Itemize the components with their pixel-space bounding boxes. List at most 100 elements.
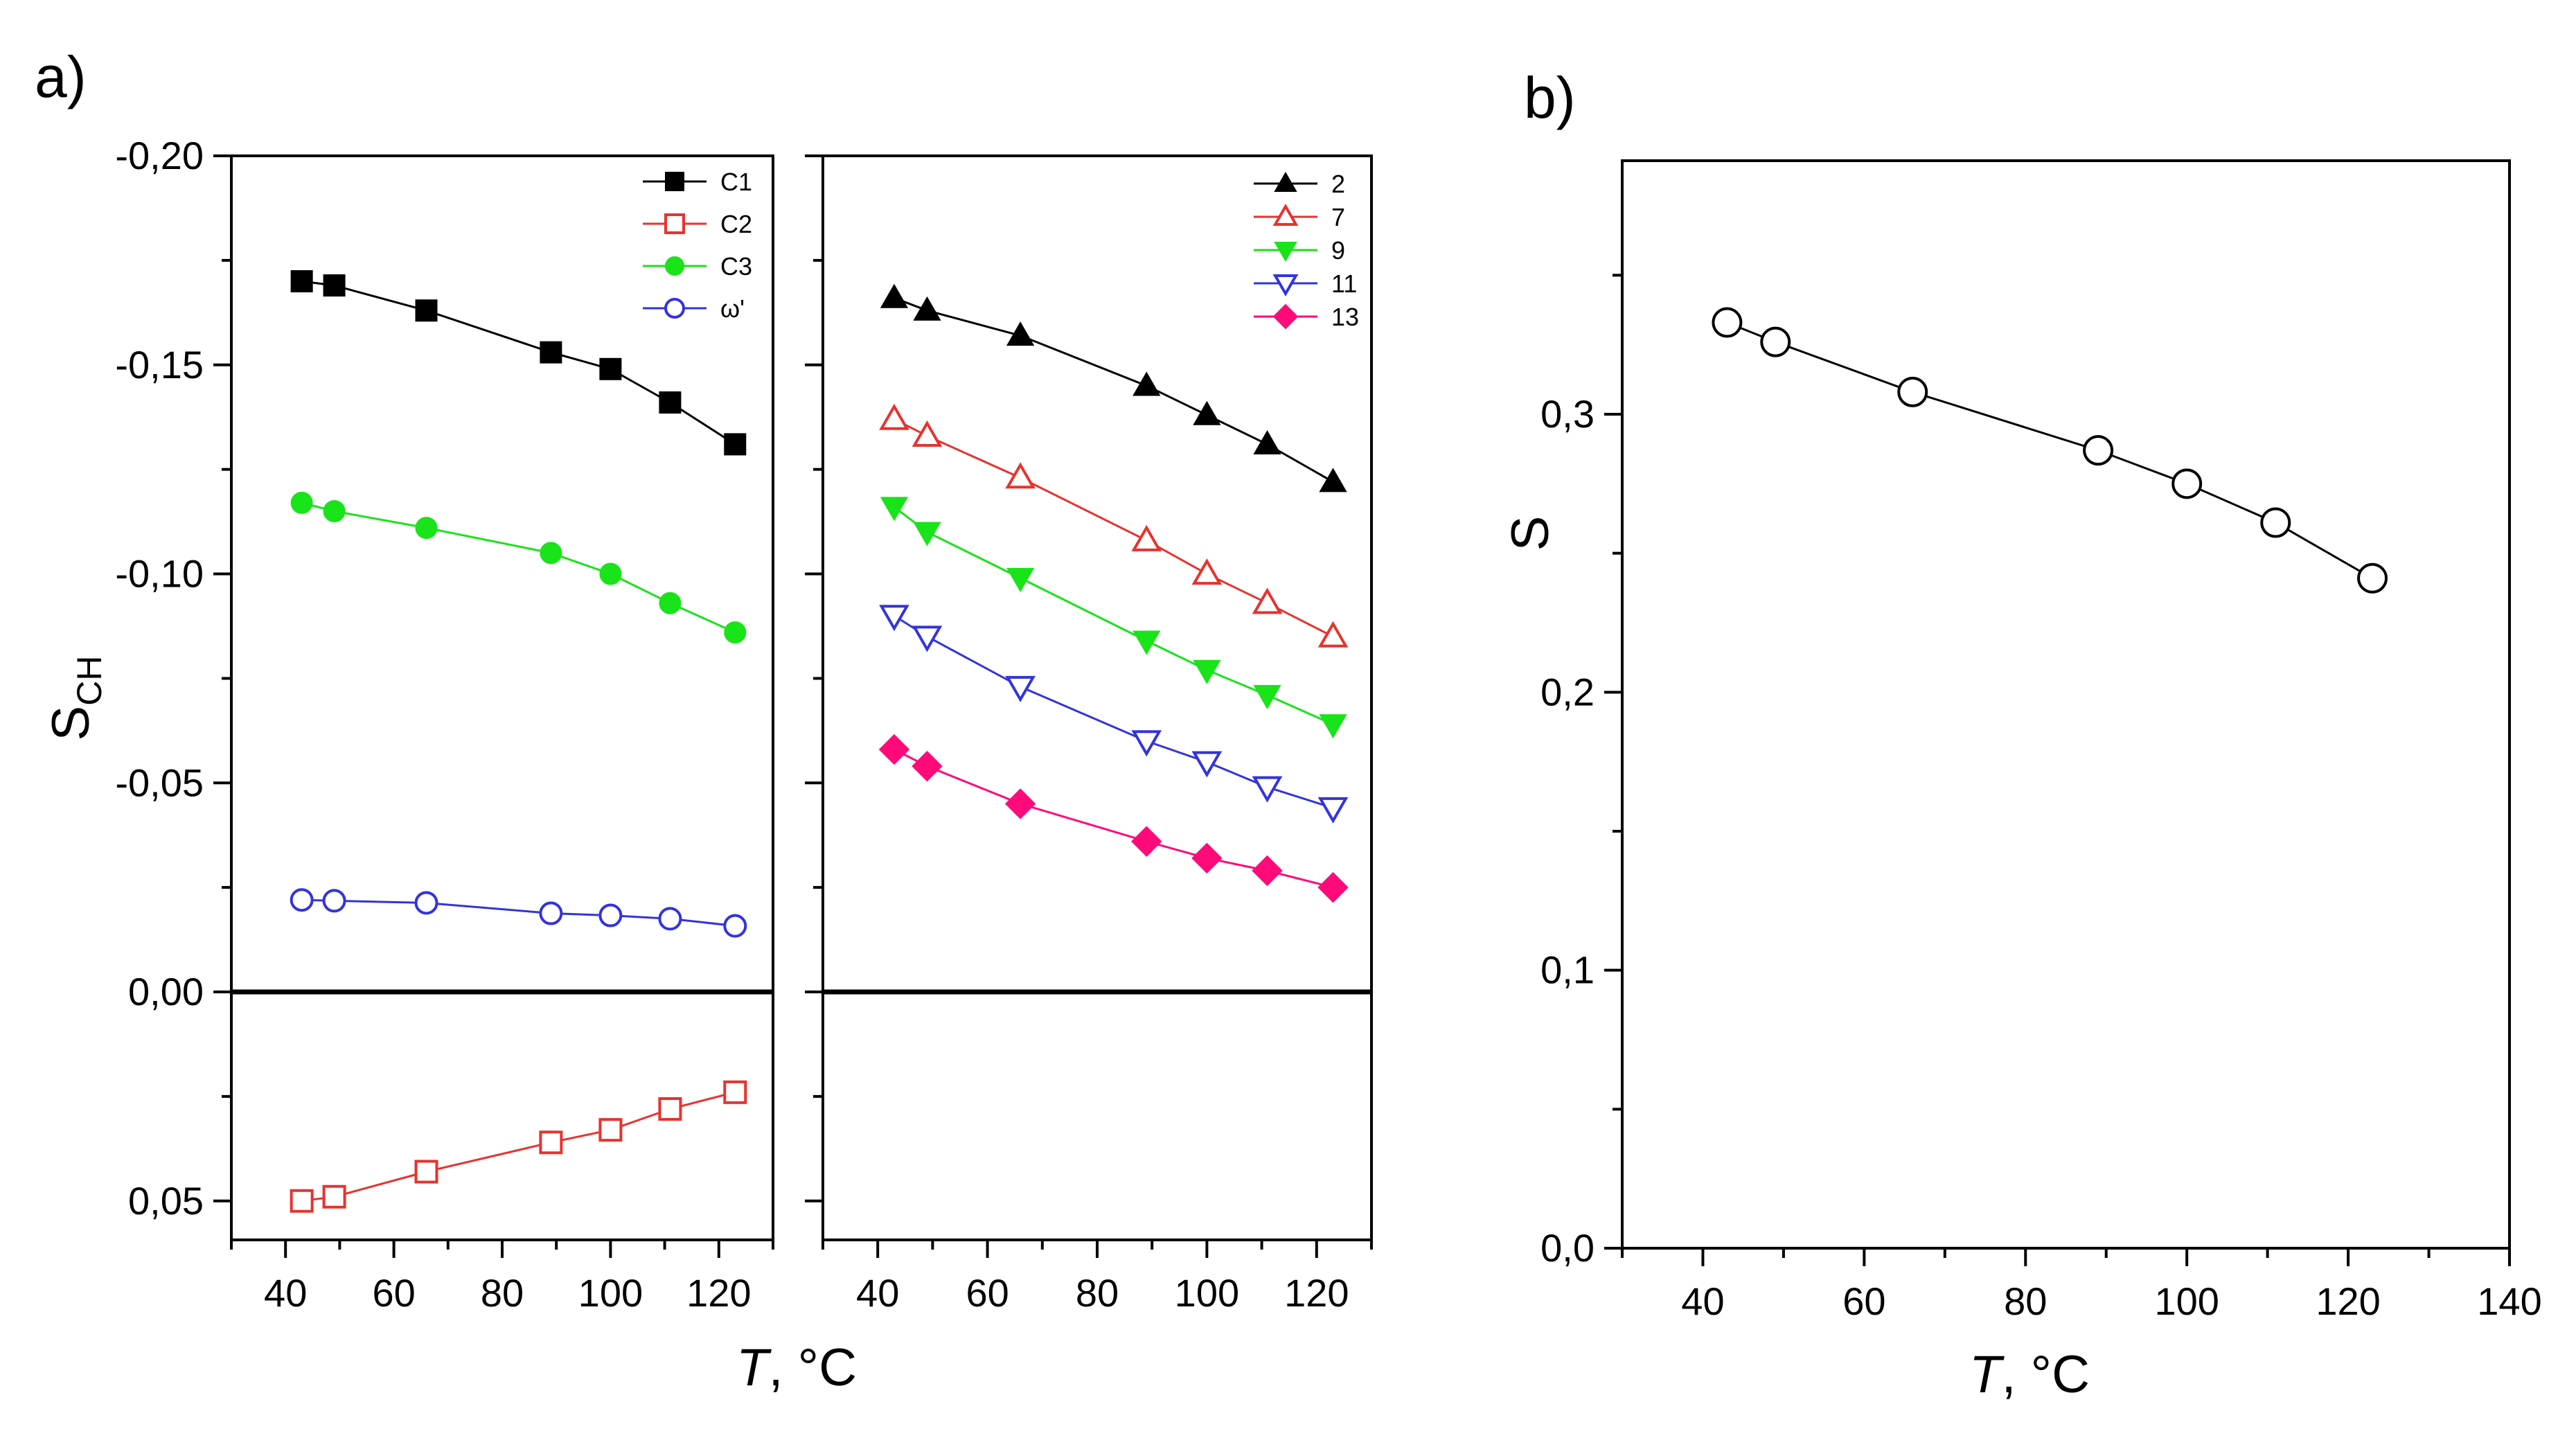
x-ticks-a-left: 40 60 80 100 120 [230, 1240, 774, 1315]
legend-marker [1274, 241, 1297, 262]
legend-label: 13 [1331, 303, 1359, 331]
x-tick-label: 40 [1681, 1279, 1724, 1323]
y-ticks-a-right [805, 154, 823, 1202]
data-point [658, 1097, 682, 1121]
legend-marker [1272, 274, 1299, 296]
data-point [415, 299, 438, 322]
x-tick-label: 120 [686, 1271, 751, 1315]
x-tick-label: 120 [1284, 1271, 1349, 1315]
y-tick-label: -0,20 [115, 134, 204, 177]
data-point [724, 621, 747, 644]
data-point [1131, 826, 1162, 857]
data-point [1191, 751, 1223, 778]
data-point [1253, 684, 1281, 709]
series-a-right [878, 283, 1349, 903]
x-ticks-a-right: 40 60 80 100 120 [821, 1240, 1373, 1315]
data-point [1006, 567, 1035, 592]
series-a-left [290, 270, 747, 1213]
legend-marker [1272, 204, 1299, 227]
data-point [879, 605, 909, 632]
data-point [2083, 435, 2114, 466]
x-tick-label: 100 [578, 1271, 643, 1315]
data-point [912, 420, 943, 447]
data-point [539, 1130, 563, 1155]
legend-label: C3 [720, 252, 752, 281]
legend-label: 7 [1331, 203, 1345, 231]
data-point [912, 750, 943, 782]
y-tick-label: 0,0 [1540, 1226, 1595, 1270]
x-tick-label: 60 [966, 1271, 1009, 1315]
y-tick-label: 0,3 [1540, 392, 1595, 436]
y-ticks-a-left: -0,20 -0,15 -0,10 -0,05 0,00 0,05 [115, 134, 231, 1223]
data-point [539, 901, 563, 925]
data-point [723, 1080, 747, 1104]
y-tick-label: 0,00 [128, 970, 204, 1013]
data-point [414, 891, 438, 915]
data-point [322, 889, 346, 913]
data-point [659, 592, 682, 614]
plot-frame-a-left [230, 154, 774, 1241]
legend-a-left: C1 C2 C3 ω' [643, 168, 752, 323]
legend-marker [664, 298, 685, 319]
legend-label: C1 [720, 168, 752, 196]
x-tick-label: 40 [264, 1271, 307, 1315]
plot-frame-b [1621, 159, 2511, 1250]
panel-a-label: a) [35, 44, 87, 109]
x-tick-label: 80 [1076, 1271, 1119, 1315]
data-point [1319, 468, 1347, 492]
data-point [290, 491, 313, 514]
x-axis-title-a-T: T [736, 1338, 772, 1397]
y-tick-label: 0,05 [128, 1179, 204, 1223]
data-point [723, 914, 747, 938]
data-point [1191, 842, 1223, 874]
data-point [1253, 430, 1281, 455]
data-point [1317, 621, 1349, 648]
chart-a-right: 40 60 80 100 120 2 7 9 11 13 [805, 154, 1373, 1315]
data-point [290, 1189, 314, 1213]
data-point [1004, 788, 1036, 819]
data-point [1319, 714, 1347, 739]
data-point [1252, 776, 1283, 803]
data-point [1132, 371, 1161, 396]
chart-a-left: -0,20 -0,15 -0,10 -0,05 0,00 0,05 40 60 80 100 12… [42, 134, 774, 1315]
x-tick-label: 100 [2154, 1279, 2219, 1323]
data-point [912, 625, 943, 653]
data-point [414, 1160, 438, 1184]
x-tick-label: 140 [2477, 1279, 2541, 1323]
legend-marker [665, 256, 684, 276]
x-axis-title-a-unit: , °C [768, 1338, 857, 1397]
data-point [323, 499, 346, 522]
data-point [290, 888, 314, 912]
data-point [879, 403, 909, 430]
data-point [658, 907, 682, 931]
data-point [1131, 730, 1162, 757]
data-point [880, 497, 909, 522]
data-point [1252, 855, 1283, 887]
y-ticks-b: 0,0 0,1 0,2 0,3 [1540, 274, 1622, 1270]
y-tick-label: -0,15 [115, 343, 204, 387]
data-point [1317, 797, 1349, 824]
data-point [322, 1184, 346, 1209]
legend-label: 2 [1331, 170, 1345, 198]
data-point [2171, 468, 2203, 499]
x-tick-label: 100 [1175, 1271, 1239, 1315]
x-tick-label: 60 [1842, 1279, 1885, 1323]
data-point [599, 357, 622, 380]
legend-marker [1272, 303, 1299, 330]
data-point [1712, 307, 1743, 338]
panel-b-label: b) [1524, 65, 1576, 130]
data-point [1317, 871, 1349, 903]
legend-label: 11 [1331, 269, 1357, 298]
series-b [1712, 307, 2388, 594]
data-point [598, 1118, 623, 1142]
data-point [2357, 562, 2388, 594]
data-point [913, 296, 941, 321]
data-point [1131, 524, 1162, 551]
data-point [1005, 462, 1036, 489]
data-point [1897, 376, 1928, 407]
data-point [878, 734, 910, 765]
legend-label: C2 [720, 210, 752, 238]
data-point [598, 903, 623, 927]
y-tick-label: 0,1 [1540, 948, 1595, 992]
